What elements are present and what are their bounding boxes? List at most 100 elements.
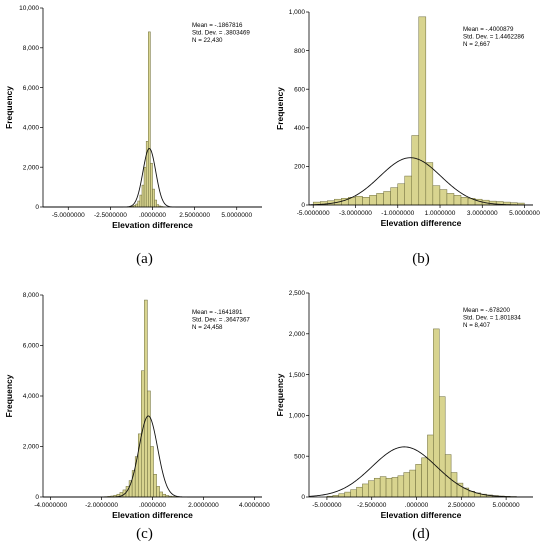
- y-tick-label-a-1: 2,000: [23, 164, 40, 171]
- x-axis-title-d: Elevation difference: [381, 510, 462, 520]
- stat-line-a-3: N = 22,430: [192, 37, 223, 44]
- histogram-bar-d-6: [356, 486, 363, 498]
- histogram-bar-d-19: [433, 328, 440, 498]
- x-tick-label-c-0: -4.0000000: [34, 502, 67, 509]
- y-tick-label-b-3: 600: [294, 86, 305, 93]
- histogram-bar-b-18: [432, 185, 441, 206]
- histogram-bar-d-18: [427, 434, 434, 498]
- y-tick-label-b-4: 800: [294, 48, 305, 55]
- histogram-bar-b-14: [404, 175, 412, 206]
- y-tick-label-c-4: 8,000: [23, 292, 40, 299]
- x-tick-label-b-3: 1.0000000: [425, 210, 456, 217]
- panel-caption-a: (a): [136, 251, 153, 267]
- histogram-panel-a: 0 2,000 4,000 6,000 8,000 10,000 -5.0000000 -2.…: [0, 0, 270, 275]
- histogram-bar-c-18: [153, 474, 157, 498]
- histogram-bar-d-12: [391, 477, 399, 498]
- histogram-bar-a-11: [148, 31, 151, 208]
- x-tick-label-b-0: -5.0000000: [297, 210, 330, 217]
- histogram-bar-a-8: [141, 184, 145, 208]
- histogram-bar-d-22: [450, 472, 458, 498]
- x-tick-label-c-1: -2.0000000: [85, 502, 118, 509]
- histogram-bar-b-20: [446, 193, 455, 206]
- y-tick-label-a-3: 6,000: [23, 85, 40, 92]
- x-tick-label-a-2: .0000000: [139, 212, 166, 219]
- y-tick-label-d-2: 1,000: [289, 413, 306, 420]
- x-tick-label-b-1: -3.0000000: [339, 210, 372, 217]
- histogram-bar-b-9: [369, 195, 377, 206]
- histogram-bar-b-19: [439, 189, 448, 206]
- histogram-bar-b-17: [425, 162, 434, 206]
- stat-line-a-2: Std. Dev. = .3803469: [192, 30, 250, 37]
- histogram-bar-b-21: [453, 195, 462, 206]
- histogram-bar-d-8: [368, 480, 375, 498]
- histogram-bar-d-10: [379, 476, 387, 498]
- histogram-bar-c-21: [162, 493, 166, 498]
- x-tick-label-a-0: -5.0000000: [52, 212, 85, 219]
- stat-line-c-2: Std. Dev. = .3647367: [192, 317, 250, 324]
- histogram-chart-c: 0 2,000 4,000 6,000 8,000 -4.0000000 -2.000000…: [4, 292, 270, 542]
- y-tick-label-d-5: 2,500: [289, 290, 306, 297]
- histogram-bar-a-9: [143, 166, 147, 208]
- histogram-bar-d-5: [350, 489, 357, 498]
- histogram-bar-a-7: [139, 194, 143, 208]
- histogram-bar-b-8: [362, 197, 370, 206]
- x-tick-label-b-4: 3.0000000: [467, 210, 498, 217]
- panel-caption-d: (d): [412, 526, 430, 542]
- y-tick-label-d-1: 500: [294, 453, 305, 460]
- x-tick-label-a-3: 2.5000000: [179, 212, 210, 219]
- histogram-bar-c-20: [159, 491, 163, 498]
- histogram-bar-b-13: [397, 183, 405, 206]
- y-axis-title-c: Frequency: [4, 374, 14, 417]
- histogram-bar-d-11: [385, 477, 393, 498]
- x-tick-label-d-2: .000000: [405, 502, 429, 509]
- histogram-bar-b-15: [411, 135, 420, 206]
- histogram-bar-b-22: [460, 197, 469, 206]
- histogram-bar-d-17: [421, 457, 428, 498]
- stat-line-d-2: Std. Dev. = 1.801834: [463, 315, 521, 322]
- histogram-bar-b-7: [355, 196, 363, 206]
- x-tick-label-c-2: .0000000: [139, 502, 166, 509]
- stat-line-a-1: Mean = -.1867816: [192, 22, 243, 29]
- y-tick-label-c-2: 4,000: [23, 393, 40, 400]
- y-tick-label-b-0: 0: [301, 202, 305, 209]
- stat-line-b-2: Std. Dev. = 1.4462286: [463, 34, 525, 41]
- histogram-bar-c-16: [147, 390, 151, 498]
- y-tick-label-a-4: 8,000: [23, 45, 40, 52]
- histogram-bar-a-6: [137, 200, 141, 208]
- histogram-bar-a-13: [152, 188, 155, 208]
- stat-line-d-1: Mean = -.678200: [463, 307, 511, 314]
- histogram-bar-c-12: [134, 456, 139, 498]
- y-tick-label-b-2: 400: [294, 125, 305, 132]
- histogram-bar-d-15: [409, 469, 416, 498]
- x-tick-label-d-3: 2.500000: [448, 502, 475, 509]
- histogram-bar-d-4: [344, 491, 351, 498]
- y-tick-label-c-3: 6,000: [23, 343, 40, 350]
- normal-curve-d: [308, 446, 533, 498]
- y-tick-label-a-2: 4,000: [23, 125, 40, 132]
- histogram-bar-b-10: [376, 193, 384, 206]
- y-axis-title-d: Frequency: [275, 373, 285, 416]
- histogram-bar-a-5: [135, 203, 139, 208]
- stat-line-d-3: N = 8,407: [463, 322, 491, 329]
- y-tick-label-a-5: 10,000: [19, 5, 39, 12]
- x-tick-label-c-3: 2.0000000: [188, 502, 219, 509]
- x-axis-title-b: Elevation difference: [381, 218, 462, 228]
- y-tick-label-b-1: 200: [294, 164, 305, 171]
- y-axis-title-b: Frequency: [275, 87, 285, 130]
- y-tick-label-d-3: 1,500: [289, 372, 306, 379]
- histogram-panel-b: 0 200 400 600 800 1,000 -5.0000000 -3.0000000 -1…: [271, 0, 541, 275]
- y-tick-label-c-0: 0: [35, 494, 39, 501]
- histogram-bar-d-20: [439, 396, 446, 498]
- histogram-bar-b-16: [418, 16, 427, 206]
- panel-caption-b: (b): [412, 251, 430, 267]
- histogram-bar-b-11: [383, 191, 391, 206]
- histogram-chart-d: 0 500 1,000 1,500 2,000 2,500 -5.000000 -2.5000…: [275, 290, 533, 542]
- y-tick-label-d-4: 2,000: [289, 331, 306, 338]
- stat-line-c-1: Mean = -.1641891: [192, 309, 243, 316]
- histogram-bar-d-7: [362, 483, 369, 498]
- histogram-bar-c-15: [144, 299, 148, 498]
- histogram-bar-d-3: [338, 493, 345, 498]
- x-tick-label-d-1: -2.500000: [357, 502, 387, 509]
- y-tick-label-b-5: 1,000: [289, 9, 306, 16]
- histogram-bar-d-13: [397, 475, 405, 498]
